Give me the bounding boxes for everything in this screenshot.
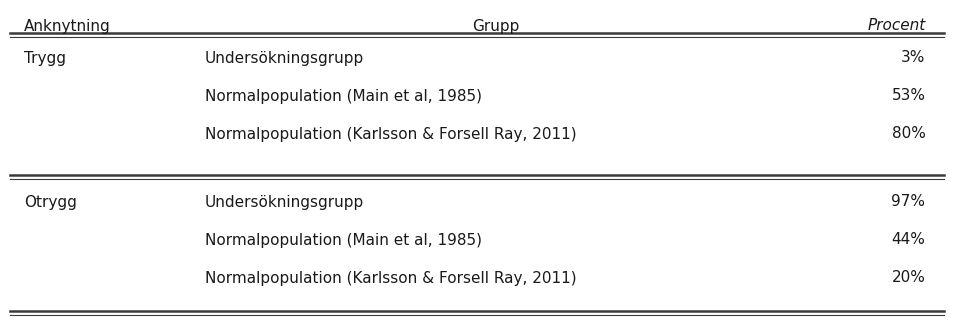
Text: Anknytning: Anknytning <box>24 18 111 34</box>
Text: Undersökningsgrupp: Undersökningsgrupp <box>205 194 364 210</box>
Text: 97%: 97% <box>890 194 924 210</box>
Text: 3%: 3% <box>900 50 924 65</box>
Text: 44%: 44% <box>890 233 924 248</box>
Text: Otrygg: Otrygg <box>24 194 76 210</box>
Text: Procent: Procent <box>866 18 924 34</box>
Text: 53%: 53% <box>890 88 924 104</box>
Text: 80%: 80% <box>890 126 924 142</box>
Text: 20%: 20% <box>890 271 924 285</box>
Text: Undersökningsgrupp: Undersökningsgrupp <box>205 50 364 65</box>
Text: Normalpopulation (Main et al, 1985): Normalpopulation (Main et al, 1985) <box>205 88 481 104</box>
Text: Normalpopulation (Karlsson & Forsell Ray, 2011): Normalpopulation (Karlsson & Forsell Ray… <box>205 271 577 285</box>
Text: Grupp: Grupp <box>472 18 519 34</box>
Text: Normalpopulation (Main et al, 1985): Normalpopulation (Main et al, 1985) <box>205 233 481 248</box>
Text: Trygg: Trygg <box>24 50 66 65</box>
Text: Normalpopulation (Karlsson & Forsell Ray, 2011): Normalpopulation (Karlsson & Forsell Ray… <box>205 126 577 142</box>
